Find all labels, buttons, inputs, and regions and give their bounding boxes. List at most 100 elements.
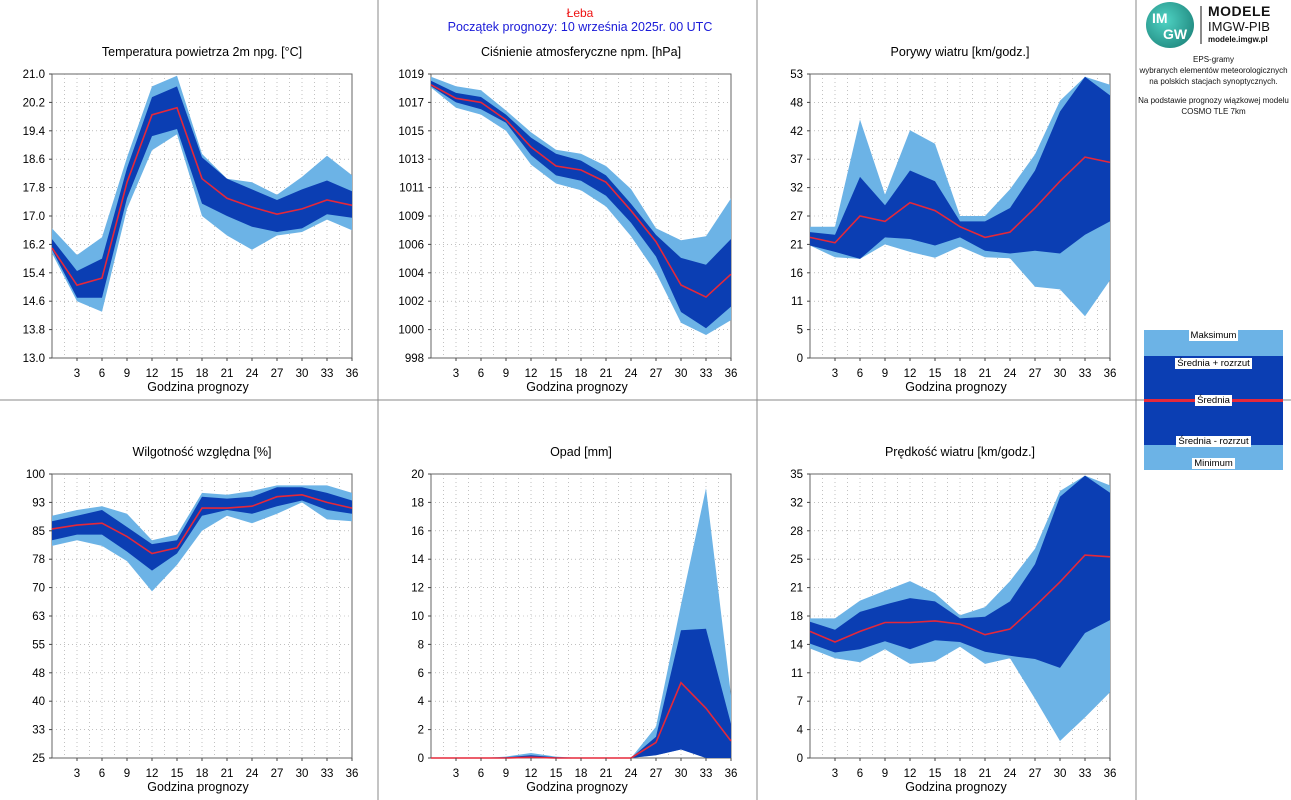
x-tick-label: 15	[171, 768, 184, 780]
x-tick-label: 6	[478, 368, 484, 380]
x-tick-label: 6	[478, 768, 484, 780]
chart-title: Opad [mm]	[550, 445, 612, 459]
y-tick-label: 20.2	[23, 97, 45, 109]
x-axis-label: Godzina prognozy	[905, 380, 1007, 394]
y-tick-label: 17.0	[23, 211, 45, 223]
x-tick-label: 12	[904, 768, 917, 780]
forecast-start: Początek prognozy: 10 września 2025r. 00…	[447, 20, 713, 34]
y-tick-label: 35	[790, 469, 803, 481]
y-tick-label: 10	[411, 611, 424, 623]
description-line: Na podstawie prognozy wiązkowej modelu	[1138, 96, 1289, 105]
description-line: EPS-gramy	[1193, 55, 1234, 64]
x-tick-label: 27	[650, 368, 663, 380]
x-tick-label: 36	[346, 368, 359, 380]
y-tick-label: 32	[790, 497, 803, 509]
x-tick-label: 12	[146, 768, 159, 780]
x-tick-label: 18	[575, 368, 588, 380]
y-tick-label: 16.2	[23, 239, 45, 251]
y-tick-label: 11	[791, 296, 803, 308]
y-tick-label: 48	[790, 97, 803, 109]
x-tick-label: 12	[525, 368, 538, 380]
x-tick-label: 3	[832, 368, 838, 380]
x-tick-label: 24	[625, 368, 638, 380]
y-tick-label: 100	[26, 469, 45, 481]
x-tick-label: 33	[321, 368, 334, 380]
y-tick-label: 18	[411, 497, 424, 509]
y-tick-label: 33	[32, 725, 45, 737]
chart-title: Porywy wiatru [km/godz.]	[891, 45, 1030, 59]
logo-badge-bottom: GW	[1163, 26, 1188, 42]
y-tick-label: 18.6	[23, 154, 45, 166]
x-tick-label: 18	[196, 768, 209, 780]
legend-max-label: Maksimum	[1188, 330, 1239, 341]
y-tick-label: 6	[418, 668, 424, 680]
range-band-inner	[52, 86, 352, 298]
x-tick-label: 27	[271, 368, 284, 380]
brand-modele: MODELE	[1208, 3, 1271, 19]
x-axis-label: Godzina prognozy	[526, 780, 628, 794]
y-tick-label: 25	[32, 753, 45, 765]
mean-line	[51, 106, 353, 287]
y-tick-label: 18	[790, 611, 803, 623]
y-tick-label: 53	[790, 69, 803, 81]
range-band-inner	[810, 475, 1110, 668]
y-tick-label: 85	[32, 526, 45, 538]
y-tick-label: 1002	[398, 296, 424, 308]
chart-title: Wilgotność względna [%]	[133, 445, 272, 459]
x-tick-label: 36	[1104, 768, 1117, 780]
chart-title: Ciśnienie atmosferyczne npm. [hPa]	[481, 45, 681, 59]
x-tick-label: 33	[1079, 368, 1092, 380]
y-tick-label: 63	[32, 611, 45, 623]
y-tick-label: 14	[411, 554, 424, 566]
y-tick-label: 48	[32, 668, 45, 680]
x-tick-label: 33	[1079, 768, 1092, 780]
x-tick-label: 36	[725, 768, 738, 780]
x-tick-label: 15	[929, 768, 942, 780]
y-tick-label: 0	[797, 753, 803, 765]
y-tick-label: 4	[797, 725, 804, 737]
y-tick-label: 42	[790, 126, 803, 138]
x-tick-label: 30	[296, 368, 309, 380]
y-tick-label: 37	[790, 154, 803, 166]
y-tick-label: 1004	[398, 268, 424, 280]
x-tick-label: 18	[196, 368, 209, 380]
mean-line	[430, 84, 732, 299]
brand-url: modele.imgw.pl	[1208, 35, 1268, 44]
range-band-inner	[431, 80, 731, 329]
x-tick-label: 27	[271, 768, 284, 780]
y-tick-label: 0	[418, 753, 424, 765]
x-tick-label: 21	[600, 768, 613, 780]
x-tick-label: 33	[700, 368, 713, 380]
y-tick-label: 2	[418, 725, 424, 737]
range-band-inner	[431, 628, 731, 758]
x-tick-label: 9	[503, 368, 509, 380]
x-tick-label: 24	[1004, 368, 1017, 380]
y-tick-label: 21	[790, 583, 803, 595]
x-tick-label: 9	[124, 768, 130, 780]
x-tick-label: 30	[296, 768, 309, 780]
y-tick-label: 14.6	[23, 296, 45, 308]
logo-badge-top: IM	[1152, 10, 1168, 26]
logo-separator	[1200, 6, 1202, 44]
y-tick-label: 20	[411, 469, 424, 481]
y-tick-label: 40	[32, 696, 45, 708]
range-band-outer	[810, 76, 1110, 317]
x-tick-label: 21	[979, 768, 992, 780]
x-tick-label: 6	[857, 368, 863, 380]
x-tick-label: 21	[600, 368, 613, 380]
y-tick-label: 55	[32, 639, 45, 651]
y-tick-label: 8	[418, 639, 424, 651]
y-tick-label: 1013	[398, 154, 424, 166]
y-tick-label: 0	[797, 353, 803, 365]
y-tick-label: 4	[418, 696, 425, 708]
x-tick-label: 24	[625, 768, 638, 780]
y-tick-label: 15.4	[23, 268, 46, 280]
x-axis-label: Godzina prognozy	[147, 380, 249, 394]
x-tick-label: 27	[1029, 768, 1042, 780]
x-tick-label: 27	[650, 768, 663, 780]
x-tick-label: 15	[171, 368, 184, 380]
x-tick-label: 6	[99, 368, 105, 380]
x-axis-label: Godzina prognozy	[905, 780, 1007, 794]
legend-mean-plus-label: Średnia + rozrzut	[1175, 358, 1252, 369]
y-tick-label: 12	[411, 583, 424, 595]
